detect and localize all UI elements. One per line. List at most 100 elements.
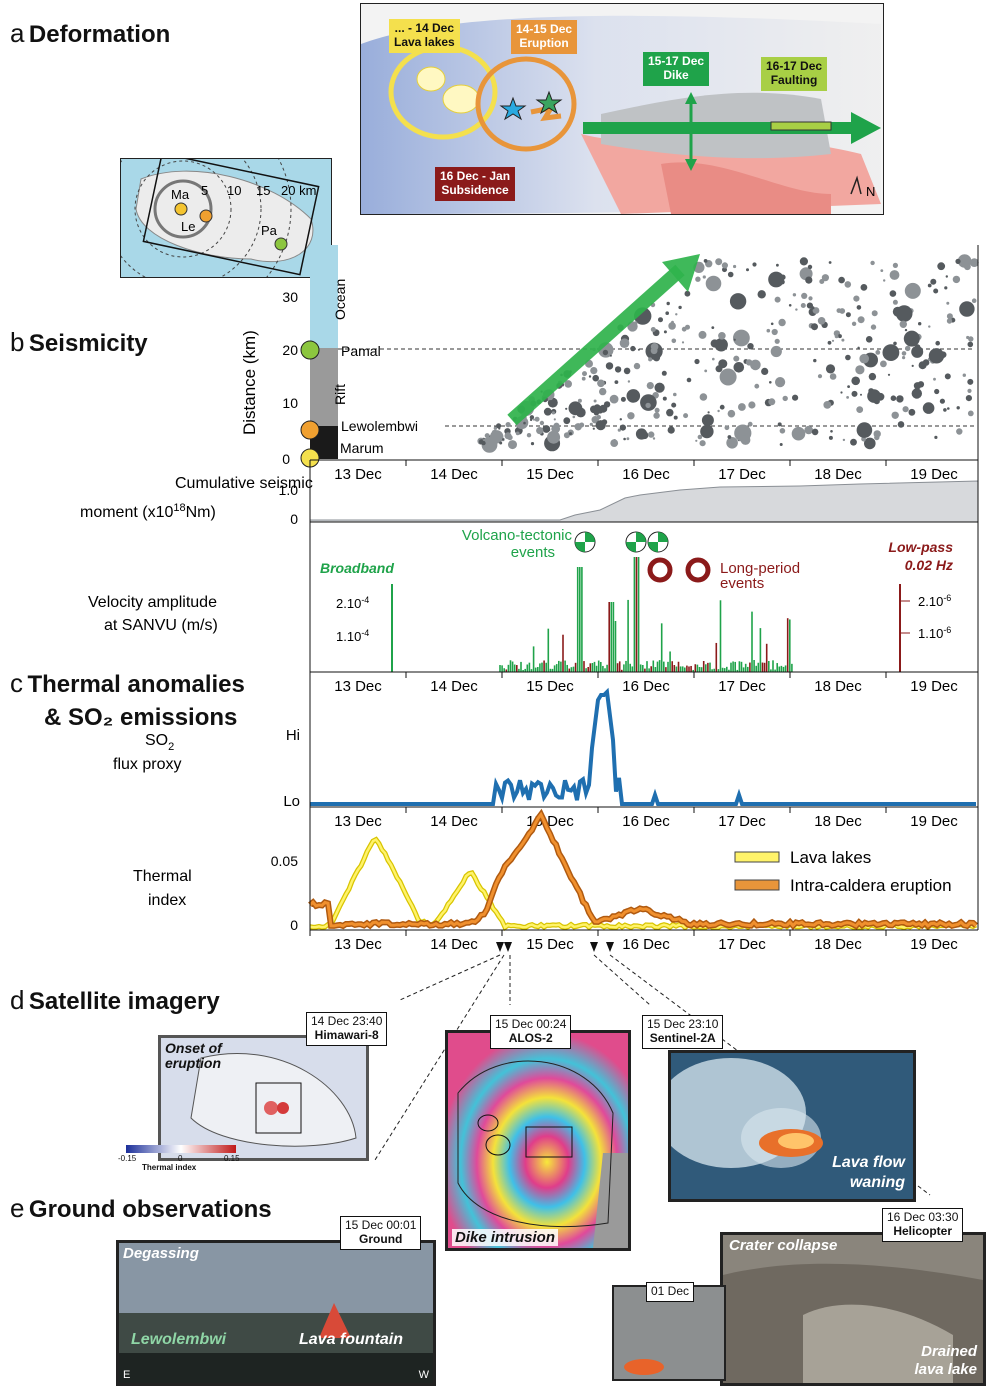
earthquake [702, 275, 706, 279]
earthquake [590, 367, 598, 375]
earthquake [911, 364, 914, 367]
panel-title: Deformation [28, 21, 171, 48]
earthquake [861, 436, 866, 442]
earthquake [811, 323, 818, 331]
earthquake [903, 330, 920, 347]
moment-ylabel-1: Cumulative seismic [175, 475, 313, 492]
sentinel-time: 15 Dec 23:10 [647, 1017, 719, 1031]
earthquake [577, 398, 582, 403]
earthquake [792, 394, 799, 401]
earthquake [892, 262, 899, 268]
so2-ylabel-1: SO2 [145, 732, 174, 753]
earthquake [891, 411, 899, 419]
panel-d-header: d Satellite imagery [10, 985, 220, 1016]
earthquake [811, 428, 819, 436]
moment-ylabel-2: moment (x1018Nm) [80, 502, 216, 521]
earthquake [857, 316, 865, 324]
panel-title: Seismicity [28, 330, 148, 357]
alos-image: Dike intrusion [445, 1030, 631, 1251]
earthquake [646, 382, 654, 390]
panel-letter: b [10, 327, 25, 357]
earthquake [602, 349, 609, 356]
earthquake [724, 425, 730, 431]
earthquake [795, 308, 798, 311]
ytick-20: 20 [282, 342, 298, 358]
earthquake [775, 377, 786, 388]
earthquake [943, 408, 947, 412]
earthquake [645, 402, 651, 409]
earthquake [666, 409, 674, 417]
vt-label-1: Volcano-tectonic [462, 527, 573, 544]
earthquake [747, 421, 753, 427]
earthquake [574, 423, 582, 431]
earthquake [617, 428, 621, 432]
panel-letter: c [10, 668, 23, 698]
earthquake [817, 317, 826, 325]
earthquake [769, 381, 772, 384]
earthquake [748, 401, 756, 409]
earthquake [770, 322, 774, 326]
earthquake [648, 357, 653, 362]
earthquake [490, 430, 504, 444]
earthquake [652, 437, 656, 440]
panel-letter: a [10, 18, 25, 48]
earthquake [707, 411, 710, 414]
inset-map: Ma Le Pa 5 10 15 20 km [120, 158, 332, 278]
earthquake [627, 380, 631, 383]
earthquake [668, 322, 676, 330]
earthquake [840, 391, 843, 394]
helicopter-inset-label: 01 Dec [646, 1282, 695, 1302]
earthquake [913, 382, 922, 390]
earthquake [733, 329, 750, 347]
time-tick: 14 Dec [430, 813, 478, 830]
earthquake [569, 432, 572, 436]
earthquake [896, 395, 904, 403]
time-tick: 19 Dec [910, 466, 958, 483]
earthquake [564, 380, 572, 388]
earthquake [952, 275, 961, 284]
panel-title-2: & SO₂ emissions [44, 704, 238, 731]
lp-label-1: Long-period [720, 560, 800, 577]
earthquake [841, 338, 845, 342]
earthquake [830, 430, 833, 433]
earthquake [654, 382, 665, 393]
earthquake [889, 290, 897, 297]
earthquake [640, 394, 657, 411]
lowpass-label-1: Low-pass [888, 539, 953, 555]
dike-label: 15-17 Dec Dike [643, 52, 710, 86]
so2-ylabel-2: flux proxy [113, 756, 181, 773]
earthquake [947, 407, 950, 410]
earthquake [572, 415, 576, 419]
earthquake [623, 437, 626, 441]
earthquake [946, 313, 953, 320]
earthquake [630, 345, 636, 352]
earthquake [778, 318, 786, 327]
earthquake [851, 390, 858, 397]
velocity-axis: 13 Dec 14 Dec 15 Dec 16 Dec 17 Dec 18 Dec 19 D… [309, 672, 958, 695]
legend-lava-lakes: Lava lakes [790, 848, 871, 867]
time-tick: 18 Dec [814, 466, 862, 483]
earthquake [788, 304, 792, 307]
earthquake [799, 257, 809, 266]
time-tick: 19 Dec [910, 936, 958, 953]
earthquake [966, 335, 970, 340]
earthquake [648, 431, 655, 438]
colorbar-min: -0.15 [118, 1154, 137, 1163]
earthquake [945, 275, 948, 278]
earthquake [955, 258, 961, 264]
earthquake [609, 354, 612, 357]
earthquake [771, 328, 778, 336]
earthquake [967, 410, 974, 417]
earthquake [484, 433, 490, 439]
earthquake [623, 367, 631, 375]
earthquake [627, 412, 635, 420]
ytick-10: 10 [282, 395, 298, 411]
earthquake [684, 290, 691, 297]
earthquake [727, 435, 732, 439]
vel-left-tick-2: 1.10-4 [336, 628, 369, 644]
earthquake [701, 414, 714, 427]
earthquake [902, 356, 906, 360]
panel-title: Satellite imagery [28, 988, 220, 1015]
time-tick: 19 Dec [910, 813, 958, 830]
earthquake [844, 281, 852, 288]
